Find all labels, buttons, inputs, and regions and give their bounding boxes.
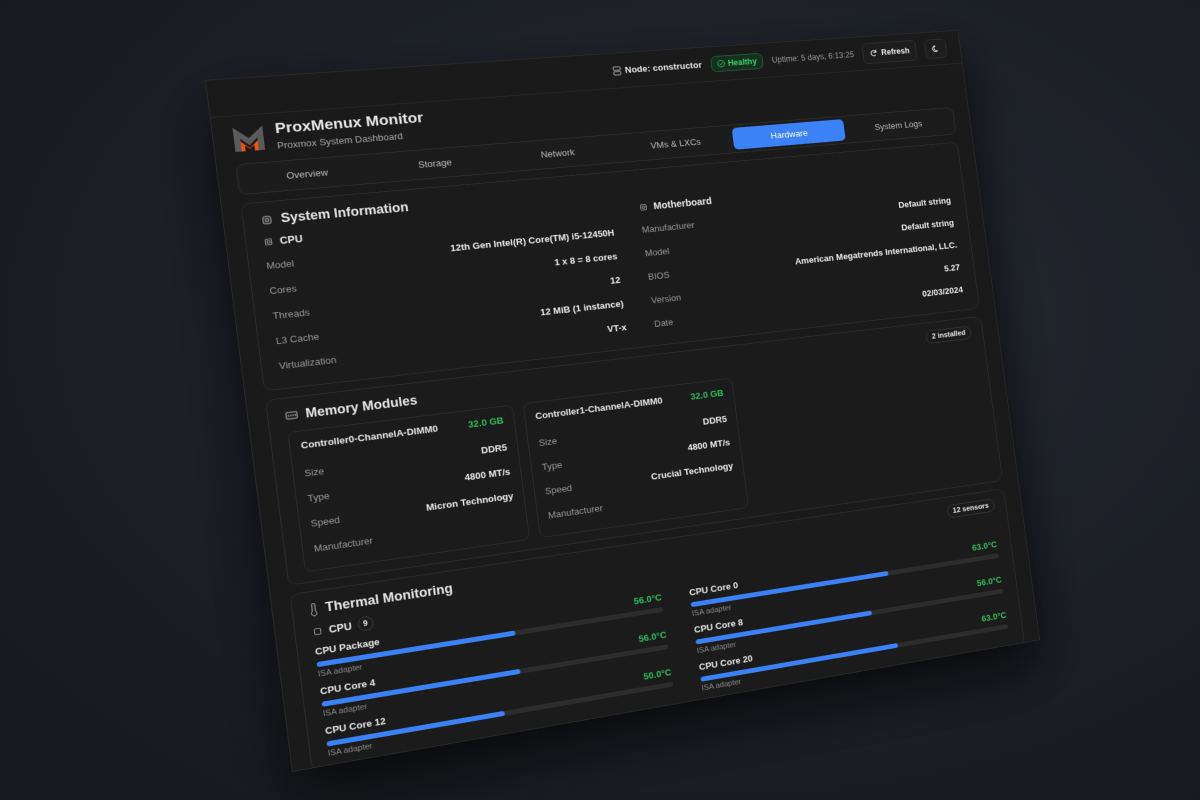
card-title: System Information (279, 199, 410, 226)
info-label: Size (303, 465, 325, 479)
motherboard-section: Motherboard Manufacturer Default string Mo… (638, 174, 964, 336)
module-size: 32.0 GB (467, 414, 505, 430)
info-label: Speed (544, 482, 573, 497)
proxmenux-logo (232, 125, 266, 152)
sensor-temp: 56.0°C (633, 591, 663, 607)
chip-icon (260, 213, 274, 226)
info-value: 1 x 8 = 8 cores (553, 251, 618, 268)
info-label: Manufacturer (641, 219, 695, 235)
memory-module-card: Controller0-ChannelA-DIMM0 32.0 GB Size DDR… (287, 404, 530, 573)
motherboard-icon (638, 202, 648, 212)
info-value: 4800 MT/s (464, 466, 511, 483)
sensor-group-count: 9 (356, 615, 374, 633)
module-size: 32.0 GB (689, 387, 725, 402)
info-label: Manufacturer (313, 535, 374, 555)
tab-overview[interactable]: Overview (285, 166, 329, 181)
card-title: Memory Modules (304, 392, 419, 421)
thermal-monitoring-card: Thermal Monitoring 12 sensors CPU 9 CPU P… (289, 488, 1026, 772)
thermometer-icon (309, 602, 318, 617)
info-value (516, 515, 517, 525)
tab-storage[interactable]: Storage (417, 156, 453, 171)
health-badge: Healthy (710, 52, 764, 72)
tab-hardware[interactable]: Hardware (731, 119, 846, 150)
node-label: Node: constructor (624, 59, 703, 76)
info-label: Cores (268, 282, 298, 297)
server-icon (612, 66, 622, 76)
info-value: 02/03/2024 (921, 284, 964, 299)
sensor-temp: 63.0°C (971, 539, 998, 553)
info-value: Default string (897, 195, 952, 210)
info-value: DDR5 (702, 413, 728, 427)
info-value: VT-x (606, 321, 628, 335)
memory-icon (285, 410, 299, 422)
section-title: Motherboard (652, 195, 713, 212)
brand: ProxMenux Monitor Proxmox System Dashboa… (211, 64, 967, 156)
health-status: Healthy (727, 56, 758, 68)
moon-icon (931, 44, 939, 52)
theme-toggle-button[interactable] (923, 38, 948, 59)
info-label: Threads (272, 306, 311, 322)
info-value: 12 (609, 274, 622, 286)
info-label: Type (306, 490, 331, 504)
node-indicator: Node: constructor (612, 59, 703, 76)
sensor-temp: 56.0°C (638, 629, 668, 645)
info-value: 4800 MT/s (687, 437, 731, 453)
info-label: Manufacturer (547, 502, 604, 521)
info-label: Virtualization (278, 354, 338, 372)
sensor-temp: 50.0°C (642, 666, 673, 682)
info-value (735, 484, 736, 494)
info-value: 12 MiB (1 instance) (539, 298, 625, 318)
info-label: Model (644, 245, 671, 259)
section-title: CPU (279, 232, 304, 247)
cpu-icon (312, 626, 323, 637)
uptime: Uptime: 5 days, 6:13:25 (771, 49, 855, 65)
info-value: Default string (900, 217, 955, 233)
info-label: L3 Cache (275, 330, 320, 347)
tab-network[interactable]: Network (540, 146, 576, 160)
refresh-icon (869, 49, 878, 57)
info-label: BIOS (647, 269, 671, 282)
app-window: Node: constructor Healthy Uptime: 5 days… (205, 30, 1041, 772)
cpu-section: CPU Model 12th Gen Intel(R) Core(TM) i5-1… (263, 204, 628, 378)
tab-system-logs[interactable]: System Logs (874, 118, 923, 133)
info-value: DDR5 (480, 441, 508, 456)
sensor-group-label: CPU (328, 620, 353, 636)
refresh-button[interactable]: Refresh (861, 39, 918, 64)
tab-vms-lxcs[interactable]: VMs & LXCs (649, 136, 702, 151)
info-label: Type (541, 459, 563, 473)
memory-module-card: Controller1-ChannelA-DIMM0 32.0 GB Size DDR… (522, 377, 749, 539)
info-label: Version (650, 292, 682, 306)
cpu-icon (263, 236, 274, 246)
info-label: Size (538, 435, 558, 449)
check-circle-icon (717, 59, 726, 67)
info-value: 5.27 (943, 262, 961, 274)
info-label: Speed (310, 514, 341, 529)
info-label: Date (653, 316, 674, 329)
sensor-temp: 56.0°C (976, 574, 1003, 589)
info-label: Model (265, 257, 295, 272)
sensor-temp: 63.0°C (981, 609, 1008, 624)
refresh-label: Refresh (880, 45, 911, 57)
